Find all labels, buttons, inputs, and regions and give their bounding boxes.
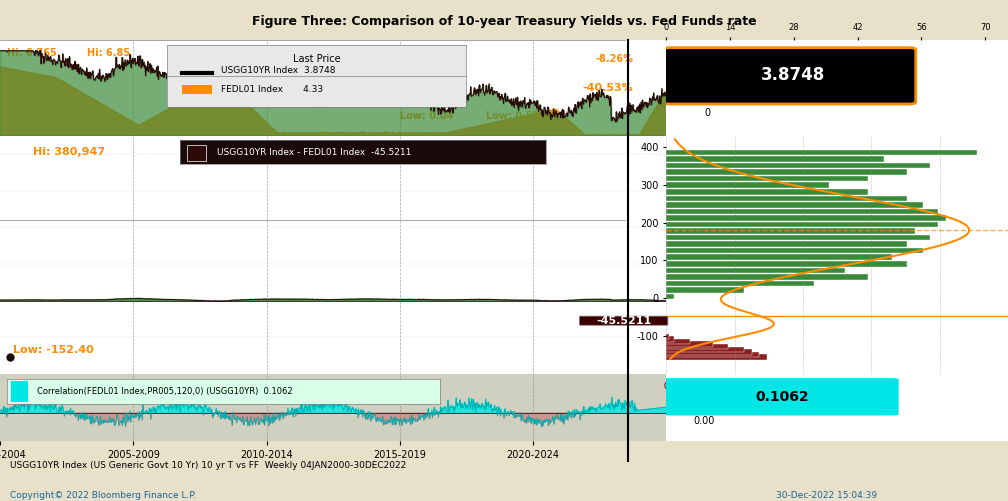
Bar — [666, 163, 930, 168]
Bar — [666, 248, 922, 254]
FancyBboxPatch shape — [663, 48, 915, 104]
Text: 0: 0 — [705, 108, 711, 118]
Text: -40.53%: -40.53% — [583, 83, 633, 93]
Bar — [666, 334, 669, 339]
Text: -8.26%: -8.26% — [595, 55, 633, 65]
Text: Hi: 380,947: Hi: 380,947 — [33, 147, 106, 157]
Bar — [666, 150, 977, 155]
Text: Hi: 6.765: Hi: 6.765 — [7, 48, 56, 58]
Text: Copyright© 2022 Bloomberg Finance L.P.: Copyright© 2022 Bloomberg Finance L.P. — [10, 491, 197, 500]
Bar — [666, 195, 907, 201]
Bar — [666, 215, 946, 221]
Bar — [666, 176, 868, 181]
Bar — [666, 354, 767, 360]
Text: USGG10YR Index (US Generic Govt 10 Yr) 10 yr T vs FF  Weekly 04JAN2000-30DEC2022: USGG10YR Index (US Generic Govt 10 Yr) 1… — [10, 461, 406, 470]
Text: 3.8748: 3.8748 — [761, 67, 825, 84]
Bar — [666, 281, 813, 286]
Bar — [666, 208, 938, 214]
Text: 0.00: 0.00 — [694, 416, 715, 426]
Bar — [666, 222, 938, 227]
Bar — [666, 156, 884, 162]
FancyBboxPatch shape — [580, 316, 668, 325]
Bar — [666, 235, 930, 240]
Bar — [666, 344, 729, 350]
Text: 0.1062: 0.1062 — [756, 390, 809, 404]
Text: 30-Dec-2022 15:04:39: 30-Dec-2022 15:04:39 — [776, 491, 877, 500]
Bar — [666, 347, 744, 352]
Bar — [666, 294, 674, 299]
Bar — [666, 336, 674, 342]
Bar — [666, 261, 907, 267]
Bar — [666, 268, 845, 273]
Text: Low: 0.5282: Low: 0.5282 — [487, 111, 553, 121]
Text: Low: -152.40: Low: -152.40 — [13, 345, 94, 355]
Bar — [666, 255, 891, 260]
Bar — [666, 274, 868, 280]
Bar — [666, 352, 759, 357]
Bar — [666, 228, 915, 234]
Bar — [666, 169, 907, 175]
Bar — [666, 349, 752, 355]
Bar — [666, 189, 868, 194]
Text: Figure Three: Comparison of 10-year Treasury Yields vs. Fed Funds rate: Figure Three: Comparison of 10-year Trea… — [252, 15, 756, 28]
Text: Hi: 6.85: Hi: 6.85 — [87, 48, 130, 58]
Bar — [666, 287, 744, 293]
Bar — [666, 341, 713, 347]
Text: -45.5211: -45.5211 — [597, 316, 652, 326]
Bar — [666, 202, 922, 207]
Bar — [666, 182, 830, 188]
Bar — [666, 241, 907, 247]
Bar — [666, 339, 689, 344]
Text: Low: 0.04: Low: 0.04 — [400, 111, 453, 121]
FancyBboxPatch shape — [663, 378, 899, 415]
